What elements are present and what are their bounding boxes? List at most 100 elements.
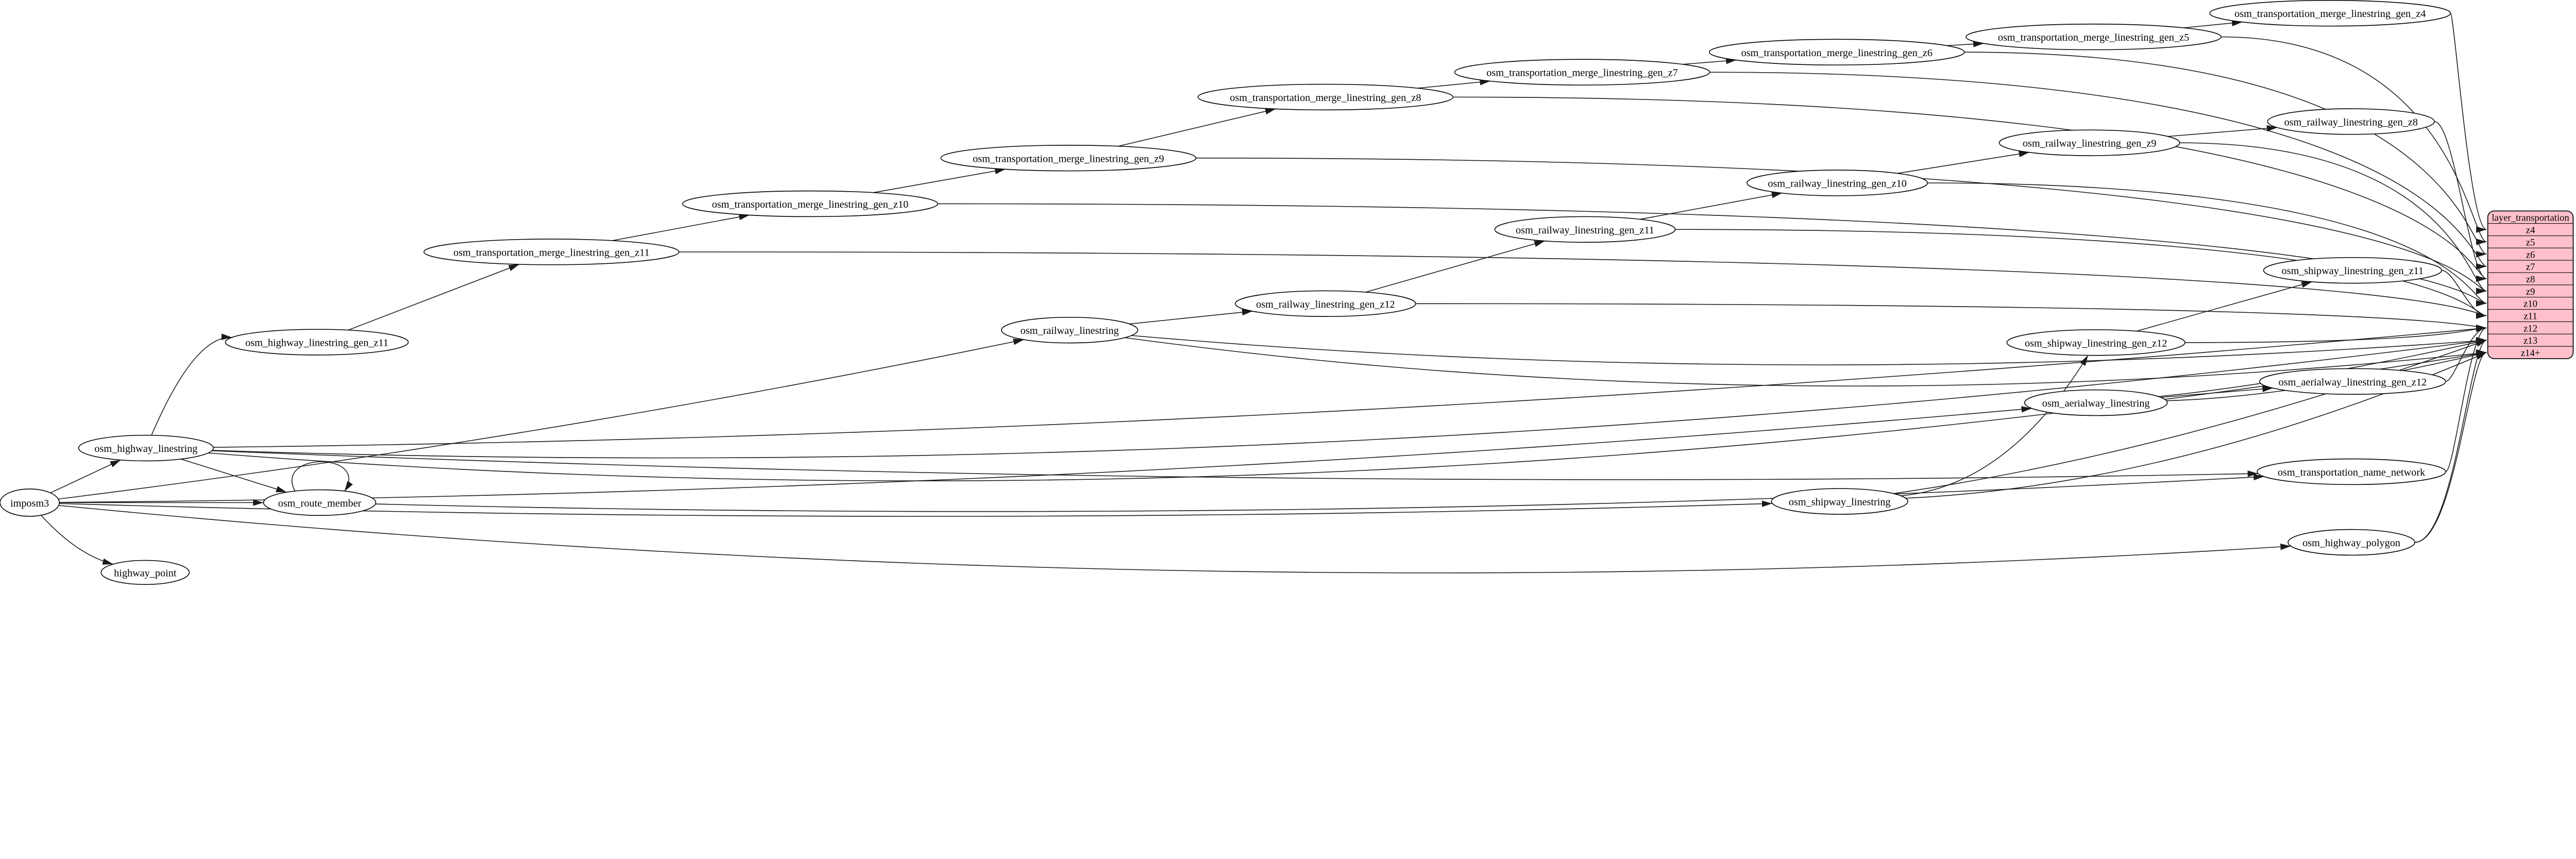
- node-label-osm_railway_linestring_gen_z10: osm_railway_linestring_gen_z10: [1768, 178, 1907, 190]
- edge-osm_transportation_merge_linestring_gen_z6-osm_transportation_merge_linestring_gen_z5: [1946, 41, 1984, 47]
- node-osm_transportation_merge_linestring_gen_z5: osm_transportation_merge_linestring_gen_…: [1965, 23, 2222, 50]
- node-shape-osm_transportation_merge_linestring_gen_z4: [2209, 0, 2451, 27]
- table-layer_transportation: layer_transportationz4z5z6z7z8z9z10z11z1…: [2487, 210, 2574, 359]
- node-osm_shipway_linestring: osm_shipway_linestring: [1771, 488, 1908, 515]
- node-shape-osm_railway_linestring_gen_z9: [1998, 129, 2180, 156]
- node-shape-osm_shipway_linestring_gen_z11: [2263, 257, 2442, 284]
- node-osm_shipway_linestring_gen_z12: osm_shipway_linestring_gen_z12: [2006, 329, 2185, 356]
- node-osm_railway_linestring_gen_z10: osm_railway_linestring_gen_z10: [1747, 170, 1928, 196]
- node-label-osm_highway_linestring_gen_z11: osm_highway_linestring_gen_z11: [245, 338, 388, 349]
- node-label-osm_shipway_linestring_gen_z12: osm_shipway_linestring_gen_z12: [2025, 338, 2167, 349]
- table-row-z4: z4: [2526, 225, 2535, 236]
- edge-osm_transportation_merge_linestring_gen_z4-table-z4: [2450, 12, 2487, 233]
- edge-osm_transportation_merge_linestring_gen_z9-osm_transportation_merge_linestring_gen_z8: [1118, 108, 1276, 147]
- node-label-osm_aerialway_linestring: osm_aerialway_linestring: [2042, 398, 2150, 409]
- node-shape-osm_transportation_merge_linestring_gen_z6: [1708, 39, 1965, 65]
- node-shape-osm_transportation_name_network: [2257, 458, 2446, 485]
- node-shape-imposm3: [0, 489, 60, 517]
- node-shape-osm_railway_linestring_gen_z8: [2267, 108, 2435, 135]
- edge-osm_highway_polygon-table-z14+: [2415, 349, 2487, 543]
- edge-osm_transportation_merge_linestring_gen_z7-table-z7: [1709, 72, 2487, 270]
- node-label-imposm3: imposm3: [10, 498, 49, 509]
- table-row-z9: z9: [2526, 287, 2535, 297]
- edge-osm_transportation_merge_linestring_gen_z7-osm_transportation_merge_linestring_gen_z6: [1682, 57, 1737, 65]
- edge-osm_railway_linestring_gen_z12-table-z12: [1415, 303, 2487, 331]
- node-shape-osm_transportation_merge_linestring_gen_z11: [423, 239, 680, 265]
- etl-diagram-svg: imposm3 highway_point osm_route_member osm_…: [0, 0, 2574, 585]
- node-label-osm_transportation_merge_linestring_gen_z11: osm_transportation_merge_linestring_gen_…: [453, 247, 650, 258]
- node-label-osm_transportation_name_network: osm_transportation_name_network: [2278, 467, 2426, 478]
- edge-osm_route_member-osm_transportation_name_network: [375, 474, 2264, 512]
- edge-osm_transportation_merge_linestring_gen_z5-osm_transportation_merge_linestring_gen_z4: [2184, 20, 2243, 28]
- node-osm_railway_linestring_gen_z12: osm_railway_linestring_gen_z12: [1234, 290, 1416, 317]
- edge-osm_railway_linestring-table-z13: [1131, 335, 2487, 365]
- table-row-z13: z13: [2523, 335, 2537, 346]
- node-shape-osm_transportation_merge_linestring_gen_z7: [1454, 59, 1710, 86]
- node-shape-osm_railway_linestring_gen_z11: [1494, 216, 1676, 243]
- node-osm_transportation_merge_linestring_gen_z6: osm_transportation_merge_linestring_gen_…: [1708, 39, 1965, 65]
- table-row-z6: z6: [2526, 249, 2535, 260]
- edge-osm_railway_linestring-table-z14+: [1125, 337, 2487, 386]
- edge-imposm3-osm_highway_polygon: [58, 505, 2291, 574]
- node-osm_aerialway_linestring_gen_z12: osm_aerialway_linestring_gen_z12: [2259, 368, 2446, 395]
- edge-osm_transportation_merge_linestring_gen_z6-table-z6: [1964, 52, 2487, 258]
- etl-diagram: imposm3 highway_point osm_route_member osm_…: [0, 0, 2574, 585]
- node-shape-osm_aerialway_linestring_gen_z12: [2259, 368, 2446, 395]
- edge-osm_highway_linestring-table-z12: [213, 325, 2487, 448]
- node-osm_transportation_merge_linestring_gen_z10: osm_transportation_merge_linestring_gen_…: [682, 190, 938, 217]
- node-osm_aerialway_linestring: osm_aerialway_linestring: [2024, 389, 2168, 416]
- node-label-osm_transportation_merge_linestring_gen_z6: osm_transportation_merge_linestring_gen_…: [1741, 47, 1933, 59]
- edge-imposm3-highway_point: [41, 515, 113, 565]
- edge-osm_transportation_merge_linestring_gen_z5-table-z5: [2221, 36, 2487, 245]
- node-shape-highway_point: [100, 560, 190, 585]
- node-label-osm_transportation_merge_linestring_gen_z9: osm_transportation_merge_linestring_gen_…: [973, 153, 1164, 164]
- node-label-osm_transportation_merge_linestring_gen_z7: osm_transportation_merge_linestring_gen_…: [1486, 68, 1677, 79]
- node-osm_transportation_merge_linestring_gen_z7: osm_transportation_merge_linestring_gen_…: [1454, 59, 1710, 86]
- node-label-osm_railway_linestring_gen_z8: osm_railway_linestring_gen_z8: [2284, 116, 2418, 128]
- node-label-osm_transportation_merge_linestring_gen_z4: osm_transportation_merge_linestring_gen_…: [2234, 8, 2426, 20]
- node-shape-osm_aerialway_linestring: [2024, 389, 2168, 416]
- table-row-z5: z5: [2526, 237, 2535, 248]
- table-row-z14+: z14+: [2521, 348, 2540, 359]
- node-label-osm_aerialway_linestring_gen_z12: osm_aerialway_linestring_gen_z12: [2279, 377, 2427, 388]
- node-osm_transportation_merge_linestring_gen_z9: osm_transportation_merge_linestring_gen_…: [940, 145, 1197, 172]
- node-shape-osm_route_member: [263, 489, 377, 516]
- node-osm_transportation_merge_linestring_gen_z4: osm_transportation_merge_linestring_gen_…: [2209, 0, 2451, 27]
- node-shape-osm_transportation_merge_linestring_gen_z8: [1197, 83, 1454, 111]
- node-label-osm_route_member: osm_route_member: [278, 498, 362, 509]
- edge-osm_transportation_merge_linestring_gen_z8-osm_transportation_merge_linestring_gen_z7: [1417, 79, 1490, 89]
- table-row-z7: z7: [2526, 262, 2535, 273]
- edge-osm_shipway_linestring_gen_z12-osm_shipway_linestring_gen_z11: [2136, 281, 2312, 332]
- node-layer: imposm3 highway_point osm_route_member osm_…: [0, 0, 2451, 585]
- edge-osm_aerialway_linestring-osm_aerialway_linestring_gen_z12: [2160, 385, 2273, 398]
- edge-osm_railway_linestring_gen_z9-table-z9: [2179, 142, 2487, 294]
- node-osm_railway_linestring_gen_z8: osm_railway_linestring_gen_z8: [2267, 108, 2435, 135]
- edge-osm_highway_linestring-osm_highway_linestring_gen_z11: [151, 333, 232, 436]
- node-label-osm_highway_polygon: osm_highway_polygon: [2302, 537, 2400, 549]
- node-shape-osm_transportation_merge_linestring_gen_z9: [940, 145, 1197, 172]
- edge-osm_transportation_merge_linestring_gen_z10-osm_transportation_merge_linestring_gen_z9: [873, 167, 1006, 193]
- node-osm_railway_linestring_gen_z11: osm_railway_linestring_gen_z11: [1494, 216, 1676, 243]
- edge-imposm3-osm_highway_linestring: [50, 459, 121, 494]
- node-label-osm_railway_linestring_gen_z11: osm_railway_linestring_gen_z11: [1516, 225, 1654, 236]
- node-shape-osm_transportation_merge_linestring_gen_z10: [682, 190, 938, 217]
- node-osm_highway_linestring_gen_z11: osm_highway_linestring_gen_z11: [225, 329, 409, 356]
- edge-osm_highway_linestring-table-z13: [212, 338, 2487, 459]
- node-highway_point: highway_point: [100, 560, 190, 585]
- node-label-highway_point: highway_point: [114, 567, 177, 579]
- edge-osm_route_member-osm_route_member: [291, 461, 353, 493]
- edge-osm_highway_linestring-osm_route_member: [180, 459, 287, 493]
- edge-osm_highway_linestring-osm_transportation_name_network: [212, 450, 2258, 480]
- edge-osm_railway_linestring-osm_railway_linestring_gen_z12: [1129, 309, 1253, 325]
- node-shape-osm_highway_linestring: [78, 434, 214, 462]
- edge-osm_highway_linestring_gen_z11-osm_transportation_merge_linestring_gen_z11: [348, 264, 519, 331]
- table-row-z8: z8: [2526, 274, 2535, 285]
- node-label-osm_shipway_linestring: osm_shipway_linestring: [1789, 497, 1891, 508]
- node-shape-osm_railway_linestring_gen_z12: [1234, 290, 1416, 317]
- node-shape-osm_railway_linestring: [1001, 316, 1139, 344]
- node-shape-osm_transportation_merge_linestring_gen_z5: [1965, 23, 2222, 50]
- node-label-osm_railway_linestring: osm_railway_linestring: [1021, 325, 1119, 336]
- edge-osm_transportation_merge_linestring_gen_z10-table-z10: [938, 203, 2487, 307]
- node-osm_highway_linestring: osm_highway_linestring: [78, 434, 214, 462]
- node-shape-osm_highway_linestring_gen_z11: [225, 329, 409, 356]
